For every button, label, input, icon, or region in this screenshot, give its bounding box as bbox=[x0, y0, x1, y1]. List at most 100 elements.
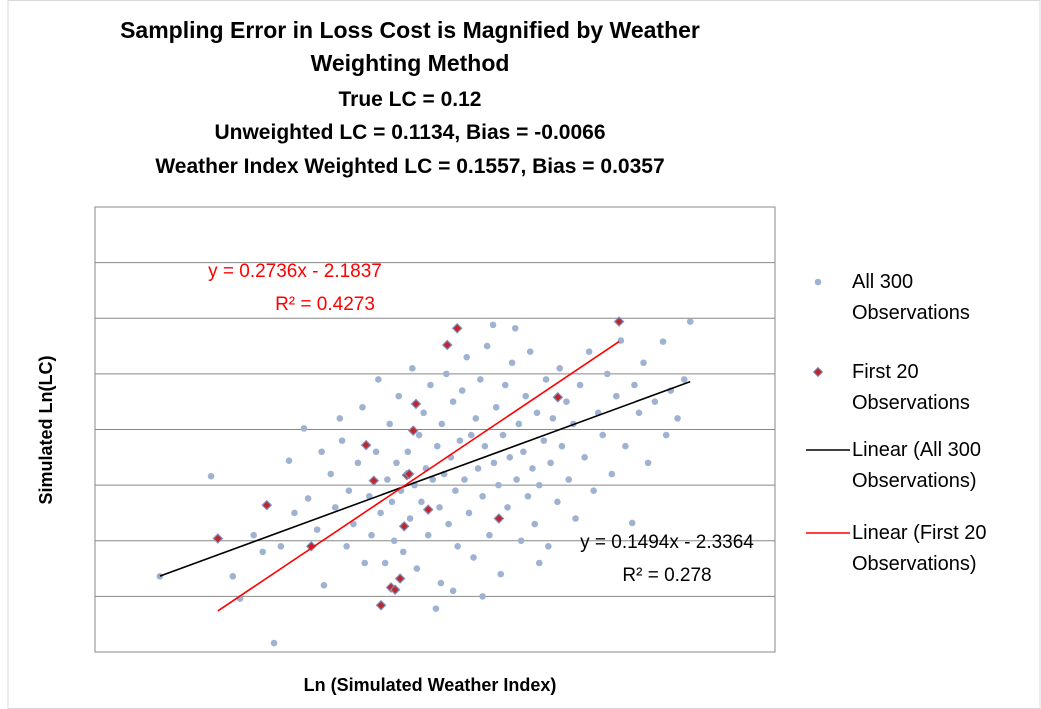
point bbox=[585, 348, 593, 355]
point bbox=[513, 476, 520, 483]
legend-label: Linear (All 300 Observations) bbox=[852, 439, 981, 492]
point bbox=[522, 392, 529, 400]
point bbox=[644, 459, 652, 467]
point bbox=[368, 475, 380, 487]
point bbox=[542, 376, 550, 383]
point bbox=[429, 476, 437, 483]
point bbox=[407, 425, 419, 436]
point bbox=[406, 515, 414, 522]
trendline-r2: R² = 0.278 bbox=[622, 565, 711, 586]
point bbox=[261, 499, 273, 511]
point bbox=[432, 605, 440, 612]
point bbox=[259, 548, 267, 556]
legend-label: Linear (First 20 Observations) bbox=[852, 522, 987, 575]
point bbox=[418, 498, 425, 506]
point bbox=[436, 504, 443, 511]
subtitle: Weather Index Weighted LC = 0.1557, Bias… bbox=[155, 155, 665, 178]
point bbox=[535, 481, 543, 489]
point bbox=[399, 548, 407, 556]
point bbox=[343, 543, 350, 550]
point bbox=[291, 509, 298, 517]
point bbox=[640, 359, 647, 367]
point bbox=[360, 439, 372, 451]
point bbox=[420, 409, 427, 417]
point bbox=[497, 570, 505, 578]
point bbox=[613, 392, 620, 400]
point bbox=[250, 531, 257, 539]
point bbox=[631, 381, 638, 389]
point bbox=[472, 415, 480, 422]
point bbox=[467, 431, 475, 439]
point bbox=[662, 431, 670, 439]
point bbox=[389, 584, 401, 596]
point bbox=[212, 533, 224, 544]
point bbox=[398, 520, 410, 532]
point bbox=[207, 472, 215, 480]
point bbox=[554, 498, 561, 506]
point bbox=[456, 437, 464, 444]
point bbox=[422, 504, 434, 515]
point bbox=[540, 437, 548, 444]
point bbox=[377, 509, 384, 517]
point bbox=[565, 476, 573, 483]
x-axis-label: Ln (Simulated Weather Index) bbox=[304, 675, 557, 695]
point bbox=[331, 504, 339, 511]
point bbox=[608, 470, 616, 478]
point bbox=[318, 448, 325, 456]
point bbox=[445, 520, 452, 528]
point bbox=[552, 391, 564, 403]
point bbox=[372, 448, 380, 456]
y-axis-label: Simulated Ln(LC) bbox=[36, 356, 56, 505]
point bbox=[285, 457, 293, 464]
point bbox=[304, 495, 312, 502]
point bbox=[413, 565, 421, 572]
trendline bbox=[159, 380, 691, 577]
point bbox=[438, 420, 446, 428]
subtitle: True LC = 0.12 bbox=[338, 88, 482, 111]
point bbox=[403, 468, 415, 480]
point bbox=[433, 442, 441, 450]
point bbox=[531, 520, 539, 528]
legend-marker bbox=[812, 366, 824, 378]
point bbox=[479, 593, 486, 600]
point bbox=[381, 559, 389, 567]
legend-marker bbox=[814, 278, 822, 286]
point bbox=[599, 431, 607, 439]
point bbox=[441, 339, 453, 351]
point bbox=[613, 316, 625, 327]
trendline bbox=[217, 340, 620, 612]
point bbox=[547, 459, 554, 467]
point bbox=[156, 573, 164, 580]
point bbox=[390, 537, 398, 545]
point bbox=[576, 381, 584, 389]
point bbox=[394, 573, 406, 584]
point bbox=[651, 398, 659, 405]
point bbox=[483, 342, 491, 350]
point bbox=[524, 492, 532, 500]
point bbox=[477, 376, 484, 383]
point bbox=[458, 387, 466, 394]
point bbox=[635, 409, 643, 417]
point bbox=[520, 448, 527, 456]
point bbox=[368, 531, 375, 539]
point bbox=[410, 398, 422, 410]
point bbox=[320, 581, 328, 589]
point bbox=[449, 398, 457, 405]
point bbox=[545, 543, 552, 550]
point bbox=[563, 398, 570, 405]
point bbox=[508, 359, 516, 367]
point bbox=[277, 543, 285, 550]
point bbox=[558, 442, 566, 450]
point bbox=[395, 392, 403, 400]
point bbox=[354, 459, 362, 467]
subtitle: Unweighted LC = 0.1134, Bias = -0.0066 bbox=[214, 121, 606, 144]
point bbox=[674, 415, 681, 422]
point bbox=[535, 559, 543, 567]
point bbox=[415, 431, 423, 439]
point bbox=[359, 403, 366, 411]
trendline-equation: y = 0.1494x - 2.3364 bbox=[580, 532, 754, 553]
point bbox=[495, 481, 502, 489]
point bbox=[504, 504, 511, 511]
point bbox=[350, 520, 357, 528]
point bbox=[590, 487, 597, 494]
